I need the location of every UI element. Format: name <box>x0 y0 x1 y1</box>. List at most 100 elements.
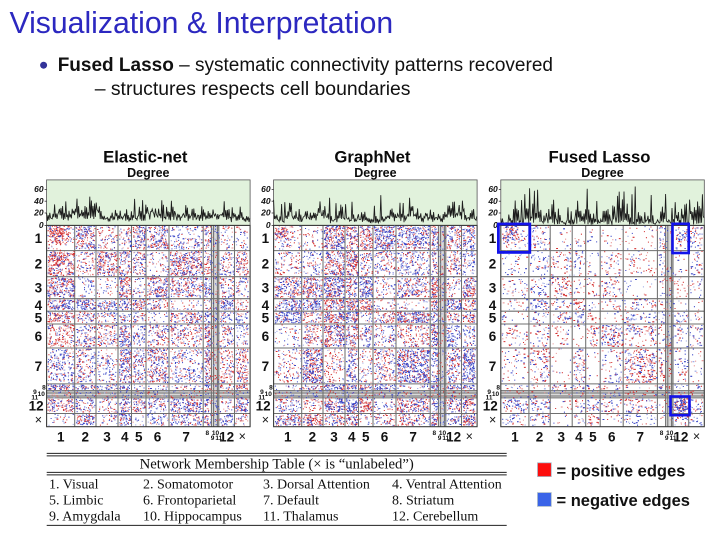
svg-text:Elastic-net: Elastic-net <box>103 148 188 167</box>
svg-text:10: 10 <box>439 430 447 437</box>
svg-text:20: 20 <box>33 208 44 218</box>
svg-text:10: 10 <box>38 391 46 398</box>
svg-text:40: 40 <box>487 196 498 206</box>
svg-text:10: 10 <box>492 391 500 398</box>
svg-text:12: 12 <box>219 430 234 445</box>
svg-text:×: × <box>262 413 269 427</box>
svg-text:7: 7 <box>637 430 645 445</box>
svg-text:7. Default: 7. Default <box>263 494 319 509</box>
svg-text:6: 6 <box>35 329 43 344</box>
svg-text:3: 3 <box>557 430 565 445</box>
svg-text:10: 10 <box>666 430 674 437</box>
svg-text:11: 11 <box>442 435 449 442</box>
svg-text:4. Ventral Attention: 4. Ventral Attention <box>392 478 502 493</box>
svg-text:– structures respects cell bou: – structures respects cell boundaries <box>95 78 411 100</box>
svg-text:6: 6 <box>381 430 389 445</box>
svg-text:5: 5 <box>589 430 597 445</box>
svg-text:5. Limbic: 5. Limbic <box>49 494 103 509</box>
svg-text:Fused Lasso: Fused Lasso <box>548 148 650 167</box>
svg-text:0: 0 <box>266 220 271 230</box>
svg-text:6: 6 <box>154 430 162 445</box>
svg-text:12. Cerebellum: 12. Cerebellum <box>392 510 478 525</box>
svg-text:Fused Lasso – systematic conne: Fused Lasso – systematic connectivity pa… <box>58 55 553 76</box>
svg-text:40: 40 <box>260 196 271 206</box>
svg-text:5: 5 <box>489 310 497 325</box>
svg-text:×: × <box>466 430 473 444</box>
svg-text:12: 12 <box>673 430 688 445</box>
svg-text:9: 9 <box>487 389 491 396</box>
svg-text:11: 11 <box>258 395 265 402</box>
svg-text:12: 12 <box>483 399 498 414</box>
svg-text:Network Membership Table (× is: Network Membership Table (× is “unlabele… <box>140 456 414 472</box>
svg-text:GraphNet: GraphNet <box>334 148 410 167</box>
svg-text:0: 0 <box>39 220 44 230</box>
svg-text:7: 7 <box>489 359 497 374</box>
svg-text:10: 10 <box>265 391 273 398</box>
svg-text:1: 1 <box>284 430 292 445</box>
svg-text:1: 1 <box>262 231 270 246</box>
svg-text:9: 9 <box>211 435 215 442</box>
svg-text:6: 6 <box>608 430 616 445</box>
svg-text:9: 9 <box>665 435 669 442</box>
svg-text:11: 11 <box>670 435 677 442</box>
svg-text:8: 8 <box>42 384 46 391</box>
svg-text:5: 5 <box>262 310 270 325</box>
svg-text:20: 20 <box>260 208 271 218</box>
svg-text:×: × <box>35 413 42 427</box>
svg-text:3: 3 <box>103 430 111 445</box>
svg-text:7: 7 <box>262 359 270 374</box>
svg-text:3: 3 <box>489 281 497 296</box>
svg-text:9. Amygdala: 9. Amygdala <box>49 510 121 525</box>
svg-text:3: 3 <box>262 281 270 296</box>
svg-text:9: 9 <box>438 435 442 442</box>
svg-text:12: 12 <box>29 399 44 414</box>
svg-text:8: 8 <box>269 384 273 391</box>
svg-text:= positive edges: = positive edges <box>557 462 686 480</box>
svg-text:4: 4 <box>348 430 356 445</box>
svg-text:6. Frontoparietal: 6. Frontoparietal <box>143 494 236 509</box>
svg-text:5: 5 <box>135 430 143 445</box>
svg-text:1: 1 <box>489 231 497 246</box>
svg-text:9: 9 <box>260 389 264 396</box>
svg-text:Degree: Degree <box>127 166 169 180</box>
svg-text:2: 2 <box>35 256 43 271</box>
svg-text:8. Striatum: 8. Striatum <box>392 494 454 509</box>
svg-text:8: 8 <box>205 430 209 437</box>
svg-text:10. Hippocampus: 10. Hippocampus <box>143 510 242 525</box>
svg-text:0: 0 <box>493 220 498 230</box>
svg-text:4: 4 <box>262 298 270 313</box>
svg-text:Visualization & Interpretation: Visualization & Interpretation <box>10 7 394 40</box>
svg-text:2. Somatomotor: 2. Somatomotor <box>143 478 234 493</box>
svg-text:1: 1 <box>35 231 43 246</box>
svg-text:5: 5 <box>362 430 370 445</box>
svg-text:11: 11 <box>486 395 493 402</box>
svg-text:4: 4 <box>489 298 497 313</box>
svg-text:3. Dorsal Attention: 3. Dorsal Attention <box>263 478 370 493</box>
svg-text:Degree: Degree <box>581 166 623 180</box>
svg-text:6: 6 <box>262 329 270 344</box>
svg-text:3: 3 <box>330 430 338 445</box>
svg-text:20: 20 <box>487 208 498 218</box>
svg-text:2: 2 <box>309 430 317 445</box>
svg-text:4: 4 <box>121 430 129 445</box>
svg-text:2: 2 <box>82 430 90 445</box>
svg-text:12: 12 <box>446 430 461 445</box>
svg-text:5: 5 <box>35 310 43 325</box>
svg-text:7: 7 <box>182 430 190 445</box>
svg-text:×: × <box>239 430 246 444</box>
svg-text:60: 60 <box>34 184 44 194</box>
svg-text:12: 12 <box>256 399 271 414</box>
svg-text:4: 4 <box>35 298 43 313</box>
svg-text:10: 10 <box>212 430 220 437</box>
svg-text:8: 8 <box>432 430 436 437</box>
svg-text:×: × <box>693 430 700 444</box>
svg-text:60: 60 <box>261 184 271 194</box>
svg-text:2: 2 <box>536 430 544 445</box>
svg-text:8: 8 <box>496 384 500 391</box>
svg-text:2: 2 <box>262 256 270 271</box>
svg-text:1: 1 <box>57 430 65 445</box>
svg-text:8: 8 <box>660 430 664 437</box>
svg-text:7: 7 <box>35 359 43 374</box>
svg-text:40: 40 <box>33 196 44 206</box>
svg-text:×: × <box>489 413 496 427</box>
